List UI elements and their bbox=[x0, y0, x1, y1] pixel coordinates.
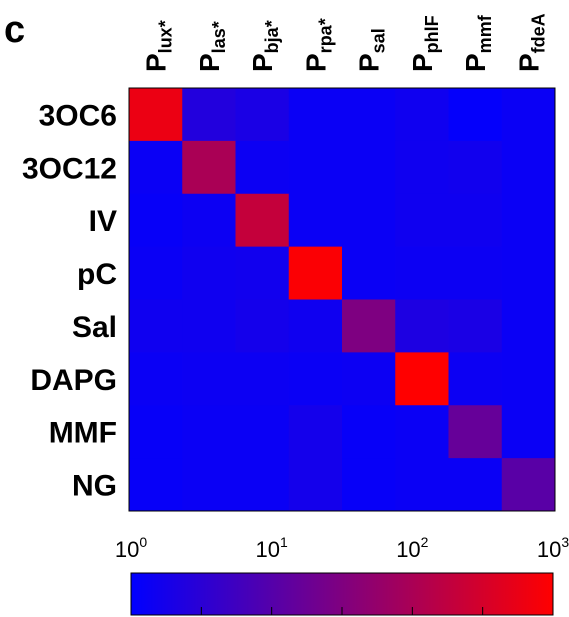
heatmap-cell bbox=[342, 352, 396, 405]
heatmap-cell bbox=[342, 300, 396, 353]
heatmap-cell bbox=[289, 247, 343, 300]
colorbar-tick-label: 103 bbox=[537, 534, 569, 562]
heatmap-cell bbox=[182, 458, 236, 511]
heatmap-cell bbox=[182, 88, 236, 141]
heatmap-cell bbox=[502, 194, 556, 247]
heatmap-cell bbox=[182, 247, 236, 300]
column-label: Prpa* bbox=[300, 18, 335, 72]
colorbar-tick-label: 101 bbox=[256, 534, 288, 562]
heatmap-cell bbox=[502, 247, 556, 300]
heatmap-cell bbox=[289, 88, 343, 141]
heatmap-cell bbox=[395, 88, 449, 141]
row-label: 3OC6 bbox=[39, 99, 117, 132]
heatmap-cell bbox=[289, 458, 343, 511]
column-label: PphlF bbox=[407, 15, 442, 72]
heatmap-cell bbox=[129, 300, 183, 353]
heatmap-cell bbox=[182, 300, 236, 353]
heatmap-cell bbox=[342, 141, 396, 194]
heatmap-cell bbox=[449, 300, 503, 353]
heatmap-cell bbox=[129, 194, 183, 247]
heatmap-cell bbox=[129, 352, 183, 405]
heatmap-cell bbox=[289, 141, 343, 194]
heatmap-cell bbox=[129, 458, 183, 511]
heatmap-cell bbox=[449, 247, 503, 300]
heatmap-cell bbox=[182, 141, 236, 194]
column-label: Plux* bbox=[141, 20, 176, 72]
heatmap-cell bbox=[236, 300, 290, 353]
heatmap-cell bbox=[342, 458, 396, 511]
column-label: Plas* bbox=[194, 21, 229, 72]
heatmap-cell bbox=[289, 405, 343, 458]
heatmap-cell bbox=[449, 458, 503, 511]
heatmap-cell bbox=[182, 352, 236, 405]
row-labels: 3OC6 3OC12 IV pC Sal DAPG MMF NG bbox=[22, 99, 117, 502]
heatmap-cell bbox=[236, 405, 290, 458]
heatmap-cell bbox=[449, 405, 503, 458]
colorbar-tick-labels: 100 101 102 103 bbox=[115, 534, 569, 562]
heatmap-cell bbox=[342, 88, 396, 141]
heatmap-cell bbox=[289, 194, 343, 247]
heatmap-cell bbox=[449, 88, 503, 141]
heatmap-cell bbox=[449, 194, 503, 247]
heatmap-cell bbox=[502, 141, 556, 194]
heatmap-cell bbox=[236, 194, 290, 247]
heatmap-cell bbox=[342, 194, 396, 247]
row-label: NG bbox=[72, 470, 117, 503]
heatmap-cell bbox=[129, 88, 183, 141]
heatmap-cell bbox=[342, 405, 396, 458]
column-label: PfdeA bbox=[513, 13, 548, 72]
heatmap-cell bbox=[236, 141, 290, 194]
row-label: MMF bbox=[49, 417, 117, 450]
heatmap-cell bbox=[129, 405, 183, 458]
column-label: Pbja* bbox=[247, 20, 282, 72]
row-label: 3OC12 bbox=[22, 152, 117, 185]
heatmap-cell bbox=[395, 194, 449, 247]
heatmap-cell bbox=[449, 352, 503, 405]
heatmap-cell bbox=[395, 141, 449, 194]
column-labels: Plux* Plas* Pbja* Prpa* Psal PphlF Pmmf PfdeA bbox=[141, 13, 549, 72]
heatmap-cell bbox=[236, 352, 290, 405]
heatmap-cell bbox=[236, 247, 290, 300]
heatmap-cell bbox=[395, 247, 449, 300]
row-label: DAPG bbox=[30, 364, 117, 397]
heatmap-cell bbox=[502, 88, 556, 141]
heatmap-cell bbox=[129, 247, 183, 300]
heatmap-cell bbox=[395, 300, 449, 353]
heatmap-cell bbox=[182, 405, 236, 458]
heatmap-cell bbox=[289, 352, 343, 405]
panel-label: c bbox=[4, 9, 25, 51]
heatmap-cell bbox=[342, 247, 396, 300]
heatmap-cell bbox=[236, 458, 290, 511]
colorbar-tick-label: 100 bbox=[115, 534, 147, 562]
row-label: Sal bbox=[72, 311, 117, 344]
heatmap-cell bbox=[289, 300, 343, 353]
row-label: IV bbox=[89, 205, 117, 238]
column-label: Pmmf bbox=[460, 14, 495, 72]
heatmap-cell bbox=[182, 194, 236, 247]
heatmap-cell bbox=[395, 405, 449, 458]
colorbar-tick-label: 102 bbox=[396, 534, 428, 562]
heatmap-cells bbox=[129, 88, 556, 512]
column-label: Psal bbox=[354, 28, 389, 72]
heatmap-cell bbox=[502, 352, 556, 405]
heatmap-cell bbox=[129, 141, 183, 194]
heatmap-cell bbox=[395, 458, 449, 511]
heatmap-cell bbox=[502, 405, 556, 458]
heatmap-cell bbox=[449, 141, 503, 194]
heatmap-cell bbox=[395, 352, 449, 405]
row-label: pC bbox=[77, 258, 117, 291]
heatmap-cell bbox=[502, 458, 556, 511]
heatmap-cell bbox=[236, 88, 290, 141]
heatmap-cell bbox=[502, 300, 556, 353]
